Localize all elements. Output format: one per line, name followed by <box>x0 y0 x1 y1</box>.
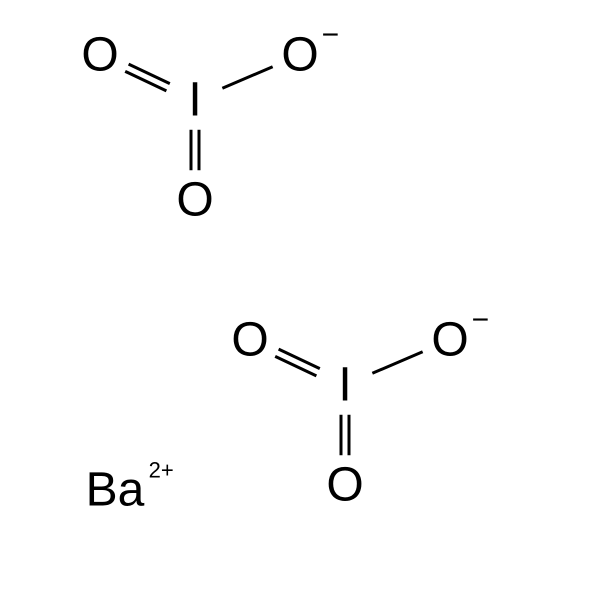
iodate-bottom-oxygen-upper-right-charge: − <box>472 303 490 336</box>
iodate-top-oxygen-bottom: O <box>176 174 213 227</box>
iodate-top-oxygen-upper-right: O <box>281 29 318 82</box>
double-bond <box>125 71 166 91</box>
iodate-top-iodine: I <box>188 74 201 127</box>
chemistry-diagram: OO−OIOO−OIBa2+ <box>0 0 600 600</box>
iodate-bottom-oxygen-upper-right: O <box>431 314 468 367</box>
double-bond <box>275 356 316 376</box>
iodate-top-oxygen-upper-left: O <box>81 29 118 82</box>
barium: Ba <box>86 464 145 517</box>
double-bond <box>279 349 320 369</box>
iodate-bottom-iodine: I <box>338 359 351 412</box>
single-bond <box>222 67 272 89</box>
iodate-top-oxygen-upper-right-charge: − <box>322 18 340 51</box>
iodate-bottom-oxygen-bottom: O <box>326 459 363 512</box>
single-bond <box>372 352 422 374</box>
double-bond <box>129 64 170 84</box>
iodate-bottom-oxygen-upper-left: O <box>231 314 268 367</box>
barium-charge: 2+ <box>149 457 174 482</box>
